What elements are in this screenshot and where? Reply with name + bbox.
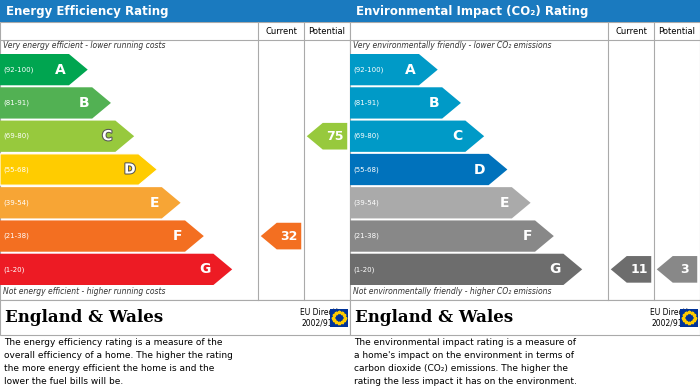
Polygon shape [611,256,651,283]
Text: D: D [474,163,486,176]
Text: Potential: Potential [309,27,346,36]
Polygon shape [261,223,301,249]
Text: (55-68): (55-68) [3,166,29,173]
Polygon shape [0,254,232,285]
Text: (21-38): (21-38) [353,233,379,239]
Text: E: E [499,196,509,210]
Text: C: C [452,129,463,143]
Text: (55-68): (55-68) [353,166,379,173]
Text: F: F [522,229,532,243]
Text: B: B [78,96,89,110]
Polygon shape [657,256,697,283]
Text: Very environmentally friendly - lower CO₂ emissions: Very environmentally friendly - lower CO… [353,41,552,50]
Text: The environmental impact rating is a measure of
a home's impact on the environme: The environmental impact rating is a mea… [354,338,577,386]
Polygon shape [350,187,531,219]
Text: Environmental Impact (CO₂) Rating: Environmental Impact (CO₂) Rating [356,5,589,18]
Text: Energy Efficiency Rating: Energy Efficiency Rating [6,5,169,18]
Text: England & Wales: England & Wales [5,309,163,326]
Bar [350,0,700,22]
Text: (39-54): (39-54) [3,199,29,206]
Polygon shape [307,123,347,149]
Polygon shape [350,154,508,185]
Text: EU Directive
2002/91/EC: EU Directive 2002/91/EC [300,308,348,327]
Text: Potential: Potential [659,27,696,36]
Bar [0,0,350,22]
Text: Not environmentally friendly - higher CO₂ emissions: Not environmentally friendly - higher CO… [353,287,552,296]
Text: (1-20): (1-20) [3,266,25,273]
Text: (69-80): (69-80) [3,133,29,140]
Polygon shape [350,254,582,285]
Bar [350,300,700,335]
Polygon shape [0,154,158,185]
Polygon shape [0,221,204,252]
Text: 3: 3 [680,263,690,276]
Text: EU Directive
2002/91/EC: EU Directive 2002/91/EC [650,308,698,327]
Text: 32: 32 [280,230,298,242]
Text: (81-91): (81-91) [3,100,29,106]
Polygon shape [0,87,111,118]
Text: (21-38): (21-38) [3,233,29,239]
Text: (39-54): (39-54) [353,199,379,206]
Text: Current: Current [265,27,297,36]
Bar [330,308,348,326]
Polygon shape [350,221,554,252]
Text: (92-100): (92-100) [3,66,34,73]
Text: G: G [549,262,561,276]
Bar [0,300,350,335]
Text: F: F [172,229,182,243]
Text: (81-91): (81-91) [353,100,379,106]
Polygon shape [350,120,484,152]
Text: G: G [199,262,211,276]
Text: The energy efficiency rating is a measure of the
overall efficiency of a home. T: The energy efficiency rating is a measur… [4,338,233,386]
Text: 11: 11 [630,263,648,276]
Text: (92-100): (92-100) [353,66,384,73]
Text: Not energy efficient - higher running costs: Not energy efficient - higher running co… [3,287,165,296]
Text: D: D [124,163,136,176]
Bar [0,22,350,300]
Text: C: C [102,129,113,143]
Polygon shape [350,54,438,85]
Text: Very energy efficient - lower running costs: Very energy efficient - lower running co… [3,41,165,50]
Text: E: E [149,196,159,210]
Text: 75: 75 [326,130,344,143]
Text: England & Wales: England & Wales [355,309,513,326]
Text: Current: Current [615,27,647,36]
Text: A: A [405,63,416,77]
Bar [680,308,698,326]
Polygon shape [0,120,134,152]
Text: B: B [428,96,439,110]
Polygon shape [350,87,461,118]
Text: (69-80): (69-80) [353,133,379,140]
Polygon shape [0,54,88,85]
Text: A: A [55,63,66,77]
Bar [350,22,700,300]
Text: (1-20): (1-20) [353,266,375,273]
Polygon shape [0,187,181,219]
